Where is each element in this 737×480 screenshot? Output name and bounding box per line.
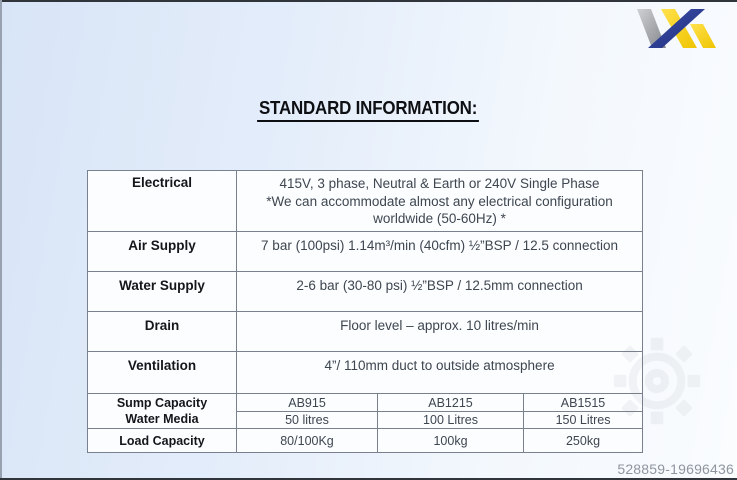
bottom-border-line	[0, 478, 737, 480]
model-cell-ab1215: AB1215	[377, 393, 524, 412]
row-label-electrical: Electrical	[87, 170, 237, 232]
table-row-load-capacity: Load Capacity 80/100Kg 100kg 250kg	[87, 428, 644, 453]
page-title-row: STANDARD INFORMATION:	[0, 98, 737, 122]
standard-information-table: Electrical 415V, 3 phase, Neutral & Eart…	[87, 170, 644, 453]
left-border-line	[0, 0, 2, 480]
row-label-drain: Drain	[87, 311, 237, 352]
table-row-electrical: Electrical 415V, 3 phase, Neutral & Eart…	[87, 170, 644, 232]
table-row-air-supply: Air Supply 7 bar (100psi) 1.14m³/min (40…	[87, 231, 644, 272]
row-value-ventilation: 4”/ 110mm duct to outside atmosphere	[235, 351, 644, 394]
load-ab1515: 250kg	[522, 428, 644, 453]
row-label-sump-water: Sump Capacity Water Media	[87, 393, 237, 429]
electrical-line-2: *We can accommodate almost any electrica…	[266, 193, 613, 209]
sump-capacity-label: Sump Capacity	[116, 395, 208, 410]
table-row-models: Sump Capacity Water Media AB915 AB1215 A…	[87, 393, 644, 429]
page-title: STANDARD INFORMATION:	[257, 98, 480, 122]
watermark-id: 528859-19696436	[617, 461, 734, 477]
load-ab1215: 100kg	[377, 428, 524, 453]
water-media-label: Water Media	[125, 412, 199, 426]
water-media-ab915: 50 litres	[236, 411, 378, 429]
table-row-water-supply: Water Supply 2-6 bar (30-80 psi) ½”BSP /…	[87, 271, 644, 312]
water-media-ab1215: 100 Litres	[377, 411, 524, 429]
row-label-air-supply: Air Supply	[87, 231, 237, 272]
row-value-air-supply: 7 bar (100psi) 1.14m³/min (40cfm) ½”BSP …	[235, 231, 644, 272]
water-media-ab1515: 150 Litres	[522, 411, 644, 429]
table-row-water-media: 50 litres 100 Litres 150 Litres	[88, 411, 644, 429]
row-label-load-capacity: Load Capacity	[87, 428, 237, 453]
row-label-water-supply: Water Supply	[87, 271, 237, 312]
row-value-electrical: 415V, 3 phase, Neutral & Earth or 240V S…	[235, 170, 644, 232]
load-ab915: 80/100Kg	[236, 428, 378, 453]
electrical-line-1: 415V, 3 phase, Neutral & Earth or 240V S…	[279, 176, 600, 191]
model-cell-ab915: AB915	[236, 393, 378, 412]
gear-watermark-icon	[613, 337, 701, 425]
row-label-ventilation: Ventilation	[87, 351, 237, 394]
top-border-line	[0, 0, 737, 2]
row-value-drain: Floor level – approx. 10 litres/min	[235, 311, 644, 352]
model-cell-ab1515: AB1515	[522, 393, 644, 412]
electrical-line-3: worldwide (50-60Hz) *	[373, 211, 506, 226]
table-row-ventilation: Ventilation 4”/ 110mm duct to outside at…	[87, 351, 644, 394]
row-value-water-supply: 2-6 bar (30-80 psi) ½”BSP / 12.5mm conne…	[235, 271, 644, 312]
table-row-drain: Drain Floor level – approx. 10 litres/mi…	[87, 311, 644, 352]
vx-logo-icon	[637, 9, 716, 48]
